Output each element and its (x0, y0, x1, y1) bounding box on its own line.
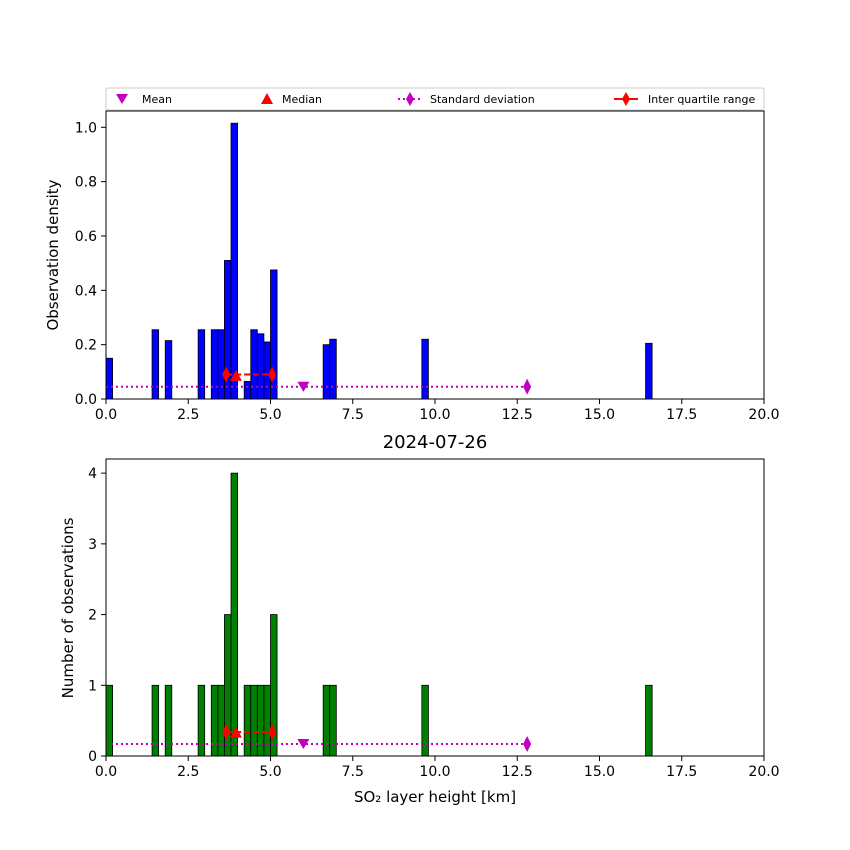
count-x-axis-label: SO₂ layer height [km] (354, 788, 516, 806)
histogram-bar (322, 684, 331, 757)
x-tick-label: 7.5 (342, 764, 364, 780)
histogram-bar (217, 684, 225, 757)
histogram-bar (329, 684, 337, 757)
histogram-bar (151, 329, 160, 400)
histogram-bar (230, 472, 239, 757)
std-diamond-marker (523, 378, 532, 395)
density-stats (106, 366, 532, 395)
x-tick-label: 20.0 (748, 764, 779, 780)
histogram-bar (217, 329, 225, 400)
x-tick-label: 2.5 (177, 407, 199, 423)
legend-frame (105, 87, 765, 111)
y-tick-label: 1 (88, 678, 97, 694)
histogram-bar (421, 684, 429, 757)
count-histogram-panel: 2024-07-26 0.0 2.5 5.0 7.5 10.0 12.5 15.0 17.5 2… (59, 432, 780, 806)
histogram-bar (243, 684, 252, 757)
density-y-axis-label: Observation density (44, 179, 62, 330)
histogram-bar (197, 329, 206, 400)
y-tick-label: 0.6 (75, 229, 97, 245)
histogram-bar (256, 333, 265, 400)
y-tick-label: 2 (88, 608, 97, 624)
density-histogram-panel: 0.0 2.5 5.0 7.5 10.0 12.5 15.0 17.5 20.0 0.0 0.2 0.… (44, 110, 780, 423)
median-marker (229, 369, 242, 381)
histogram-bar (210, 684, 219, 757)
mean-marker (297, 738, 310, 749)
histogram-bar (645, 684, 653, 757)
x-tick-label: 0.0 (95, 407, 117, 423)
x-tick-label: 17.5 (666, 407, 697, 423)
y-tick-label: 0 (88, 749, 97, 765)
count-ticks: 0.0 2.5 5.0 7.5 10.0 12.5 15.0 17.5 20.0 0 1 2 3 4 (88, 466, 780, 780)
histogram-bar (105, 684, 113, 757)
histogram-bar (250, 329, 258, 400)
mean-marker-icon (116, 94, 128, 104)
histogram-bar (263, 341, 271, 400)
iqr-diamond-marker (222, 366, 231, 383)
std-diamond-marker (523, 735, 532, 752)
legend-label-std: Standard deviation (430, 93, 535, 106)
count-plot-frame (105, 458, 765, 757)
std-diamond-icon (406, 92, 414, 106)
mean-marker (297, 381, 310, 392)
legend-item-iqr: Inter quartile range (614, 92, 755, 106)
histogram-bar (164, 340, 173, 400)
y-tick-label: 0.4 (75, 283, 97, 299)
iqr-diamond-marker (222, 723, 231, 740)
histogram-bar (329, 338, 337, 400)
count-stats (106, 723, 532, 752)
iqr-diamond-marker (268, 366, 277, 383)
histogram-bar (164, 684, 173, 757)
legend-item-mean: Mean (116, 93, 172, 106)
count-y-axis-label: Number of observations (59, 517, 77, 698)
legend-item-median: Median (261, 93, 322, 106)
y-tick-label: 1.0 (75, 120, 97, 136)
legend-label-median: Median (282, 93, 322, 106)
iqr-diamond-icon (622, 92, 630, 106)
histogram-bar (250, 684, 258, 757)
histogram-bar (243, 380, 252, 400)
histogram-bar (151, 684, 160, 757)
legend-item-std: Standard deviation (398, 92, 535, 106)
x-tick-label: 15.0 (584, 407, 615, 423)
x-tick-label: 12.5 (502, 764, 533, 780)
histogram-bar (230, 122, 239, 400)
x-tick-label: 2.5 (177, 764, 199, 780)
median-marker-icon (261, 93, 273, 104)
y-tick-label: 3 (88, 537, 97, 553)
histogram-bar (197, 684, 206, 757)
density-ticks: 0.0 2.5 5.0 7.5 10.0 12.5 15.0 17.5 20.0 0.0 0.2 0.… (75, 120, 780, 423)
histogram-bar (421, 338, 429, 400)
x-tick-label: 7.5 (342, 407, 364, 423)
x-tick-label: 10.0 (419, 764, 450, 780)
x-tick-label: 12.5 (502, 407, 533, 423)
legend-label-mean: Mean (142, 93, 172, 106)
x-tick-label: 10.0 (419, 407, 450, 423)
y-tick-label: 0.2 (75, 338, 97, 354)
histogram-bar (210, 329, 219, 400)
x-tick-label: 0.0 (95, 764, 117, 780)
median-marker (229, 726, 242, 738)
legend-label-iqr: Inter quartile range (648, 93, 755, 106)
density-plot-frame (105, 110, 765, 400)
x-tick-label: 20.0 (748, 407, 779, 423)
histogram-bar (256, 684, 265, 757)
iqr-diamond-marker (268, 723, 277, 740)
count-chart-title: 2024-07-26 (383, 432, 488, 453)
x-tick-label: 17.5 (666, 764, 697, 780)
histogram-bar (263, 684, 271, 757)
x-tick-label: 5.0 (259, 407, 281, 423)
y-tick-label: 0.0 (75, 392, 97, 408)
y-tick-label: 4 (88, 466, 97, 482)
x-tick-label: 15.0 (584, 764, 615, 780)
histogram-bar (645, 342, 653, 400)
histogram-bar (105, 357, 113, 400)
histogram-bar (322, 344, 331, 400)
legend: Mean Median Standard deviation Inter qua… (105, 87, 765, 111)
y-tick-label: 0.8 (75, 175, 97, 191)
x-tick-label: 5.0 (259, 764, 281, 780)
